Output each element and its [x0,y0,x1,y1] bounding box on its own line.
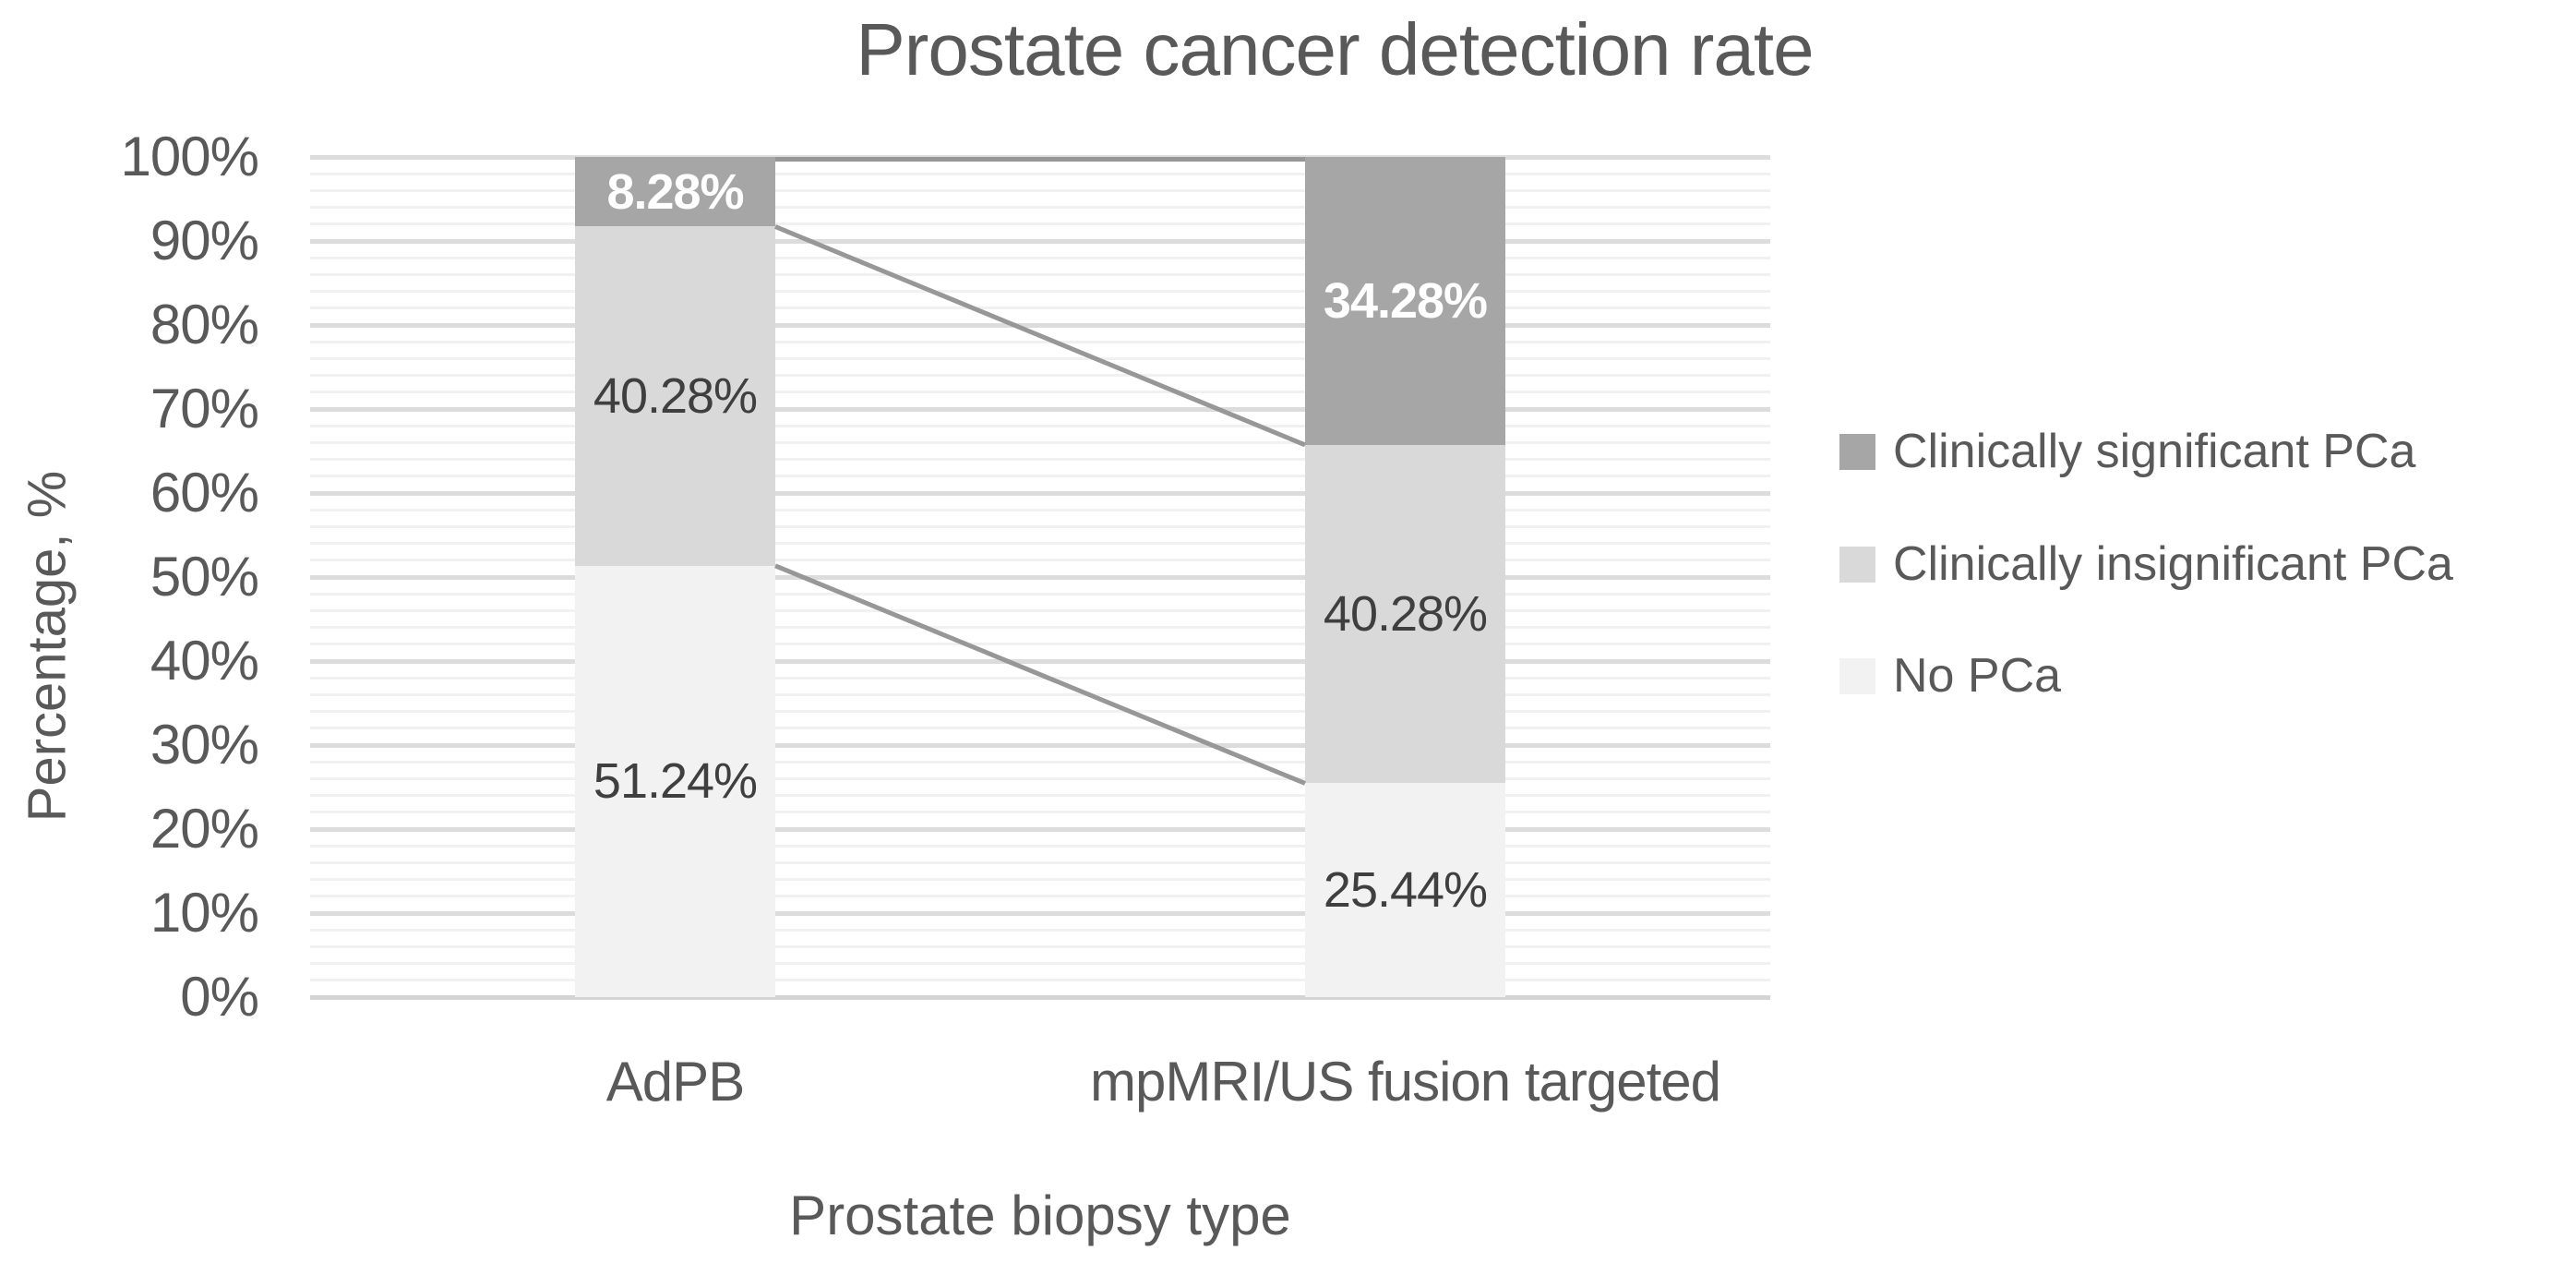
legend-swatch [1839,657,1875,694]
category-label: mpMRI/US fusion targeted [1090,1051,1721,1113]
gridline-major [310,322,1770,328]
gridline-minor [310,643,1770,646]
gridline-major [310,826,1770,832]
bar-segment [575,565,775,997]
gridline-minor [310,424,1770,427]
data-label: 34.28% [1323,272,1488,329]
legend-swatch [1839,433,1875,470]
gridline-minor [310,290,1770,294]
gridline-major [310,406,1770,412]
gridline-minor [310,256,1770,259]
y-tick-label: 0% [180,966,259,1028]
y-tick-label: 70% [150,378,259,439]
gridline-minor [310,458,1770,462]
gridline-minor [310,356,1770,360]
category-label: AdPB [605,1051,745,1113]
data-label: 25.44% [1323,862,1488,919]
series-line [774,563,1306,786]
gridline-major [310,490,1770,496]
gridline-minor [310,626,1770,630]
gridline-minor [310,559,1770,562]
bar-segment [575,226,775,566]
legend-swatch [1839,546,1875,583]
gridline-minor [310,592,1770,595]
legend-label: No PCa [1893,649,2062,703]
gridline-minor [310,307,1770,310]
gridline-minor [310,440,1770,444]
series-line [774,224,1306,448]
gridline-minor [310,878,1770,882]
gridline-major [310,910,1770,916]
data-label: 8.28% [606,163,744,220]
gridline-minor [310,608,1770,612]
gridline-minor [310,727,1770,730]
y-tick-label: 20% [150,798,259,860]
gridline-minor [310,475,1770,478]
y-tick-label: 90% [150,210,259,271]
y-tick-label: 60% [150,462,259,523]
gridline-minor [310,272,1770,276]
gridline-minor [310,542,1770,546]
gridline-minor [310,860,1770,864]
gridline-minor [310,188,1770,192]
x-axis-title: Prostate biopsy type [789,1185,1291,1246]
y-tick-label: 50% [150,546,259,607]
gridline-major [310,742,1770,748]
gridline-minor [310,676,1770,680]
data-label: 40.28% [1323,586,1488,643]
gridline-minor [310,223,1770,226]
gridline-minor [310,794,1770,798]
legend-label: Clinically insignificant PCa [1893,537,2453,591]
y-tick-label: 100% [120,126,259,187]
data-label: 51.24% [593,753,758,810]
gridline-minor [310,340,1770,343]
bar-segment [1305,157,1505,445]
y-tick-label: 80% [150,294,259,355]
gridline-minor [310,811,1770,814]
gridline-minor [310,979,1770,982]
plot-area: 51.24% 40.28% 8.28% 25.44% 40.28% 34.28% [310,154,1770,1000]
chart-title: Prostate cancer detection rate [856,8,1814,90]
gridline-major [310,238,1770,244]
legend-label: Clinically significant PCa [1893,425,2416,478]
gridline-minor [310,172,1770,175]
series-connector-lines [774,157,1306,786]
data-label: 40.28% [593,368,758,425]
gridline-minor [310,206,1770,210]
y-tick-label: 10% [150,882,259,944]
gridline-minor [310,760,1770,764]
gridline-minor [310,895,1770,898]
y-tick-label: 30% [150,714,259,776]
gridline-minor [310,710,1770,714]
gridline-minor [310,508,1770,511]
bar-segment [575,157,775,227]
gridline-minor [310,944,1770,948]
gridline-minor [310,374,1770,378]
gridline-minor [310,524,1770,528]
bar-segment [1305,444,1505,784]
gridline-major [310,994,1770,1000]
bar-segment [1305,783,1505,997]
gridline-minor [310,962,1770,966]
gridline-minor [310,391,1770,394]
gridline-minor [310,928,1770,932]
gridline-minor [310,692,1770,696]
gridline-minor [310,844,1770,848]
gridline-major [310,658,1770,664]
y-tick-label: 40% [150,630,259,692]
gridline-major [310,574,1770,580]
gridline-minor [310,776,1770,780]
